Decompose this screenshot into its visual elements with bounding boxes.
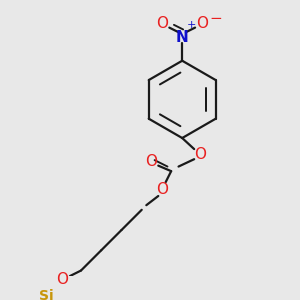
Text: O: O xyxy=(195,147,207,162)
Text: −: − xyxy=(209,11,222,26)
Text: N: N xyxy=(176,30,189,45)
Text: O: O xyxy=(57,272,69,287)
Text: +: + xyxy=(187,20,196,30)
Text: Si: Si xyxy=(39,289,53,300)
Text: O: O xyxy=(196,16,208,31)
Text: O: O xyxy=(145,154,157,169)
Text: O: O xyxy=(156,182,168,197)
Text: O: O xyxy=(156,16,168,31)
